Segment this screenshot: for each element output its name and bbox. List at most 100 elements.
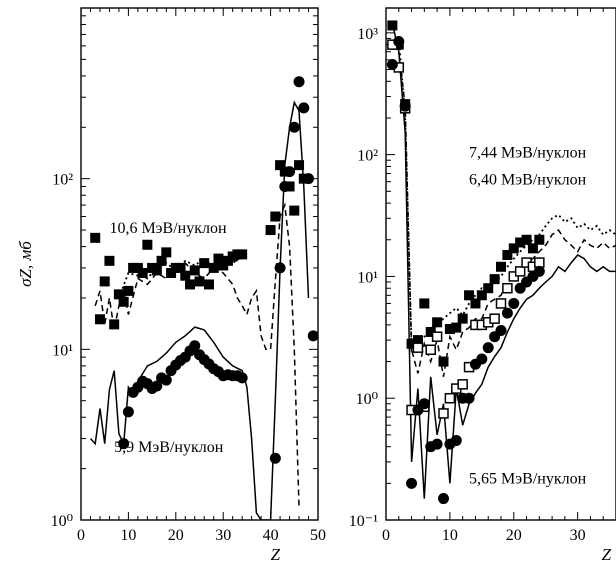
data-point-circle [463,392,475,404]
data-point-circle [122,406,134,418]
data-point-square [444,324,455,335]
data-point-square [387,20,398,31]
data-point-square [161,247,172,258]
data-point-square [90,232,101,243]
x-tick-label: 20 [168,527,184,544]
data-point-circle [189,340,201,352]
data-point-circle [236,372,248,384]
annotation: 5,9 МэВ/нуклон [114,439,224,456]
x-tick-label: 10 [120,527,136,544]
y-tick-label: 10² [357,148,378,165]
data-point-square [275,160,286,171]
x-tick-label: 0 [77,527,85,544]
y-tick-label: 10² [52,172,73,189]
data-point-circle [393,35,405,47]
data-point-square [123,285,134,296]
data-point-circle [307,330,318,342]
y-axis-title: σZ, мб [16,241,35,287]
data-point-square [270,211,281,222]
data-point-circle [274,262,286,274]
annotation-label: 10,6 МэВ/нуклон [109,220,227,237]
data-point-square [508,243,519,254]
data-point-square [412,335,423,346]
data-point-square [496,261,506,272]
data-point-square [189,265,200,276]
annotation-label: 5,65 МэВ/нуклон [469,470,587,487]
data-point-square [515,237,526,248]
data-point-square [534,234,545,245]
data-point-circle [476,353,488,365]
data-point-circle [482,342,494,354]
annotation-label: 7,44 МэВ/нуклон [469,144,587,161]
data-point-square [451,322,462,333]
series-line-solid [391,23,616,499]
data-point-square [438,356,449,367]
data-point-square [457,313,468,324]
data-point-square [156,255,167,266]
data-point-circle [406,477,418,489]
series-line-dotted [397,38,616,353]
data-point-circle [418,398,430,410]
data-point-open-square [495,298,507,309]
plot-area [89,76,318,520]
data-point-square [142,239,153,250]
data-point-square [113,289,124,300]
y-tick-label: 10³ [357,26,378,43]
data-point-square [237,249,248,260]
x-tick-label: 10 [442,527,458,544]
data-point-circle [495,324,507,336]
data-point-circle [533,265,545,277]
series-line-solid [89,100,310,520]
x-tick-label: 30 [570,527,586,544]
data-point-square [289,205,300,216]
data-point-square [151,265,162,276]
y-tick-label: 10¹ [357,269,378,286]
data-point-circle [438,493,449,505]
x-axis-title: Z [602,545,612,564]
data-point-square [104,255,115,266]
data-point-square [265,225,276,236]
data-point-open-square [514,266,526,277]
data-point-square [464,290,475,301]
data-point-square [109,319,120,330]
data-point-square [406,338,417,349]
data-point-square [294,160,305,171]
x-tick-label: 20 [506,527,522,544]
data-point-circle [508,297,520,309]
data-point-circle [269,452,281,464]
data-point-circle [501,307,513,319]
data-point-circle [386,58,398,70]
data-point-circle [284,166,296,178]
annotation: 5,65 МэВ/нуклон [469,470,587,487]
data-point-open-square [425,344,436,356]
data-point-circle [450,434,462,446]
data-point-open-square [438,408,449,419]
data-point-square [180,270,191,281]
annotation: 7,44 МэВ/нуклон [469,144,587,161]
data-point-circle [279,180,291,192]
x-tick-label: 40 [263,527,279,544]
data-point-open-square [457,379,468,390]
data-point-open-square [431,331,443,342]
data-point-square [194,276,205,287]
data-point-circle [399,100,411,112]
data-point-open-square [489,313,500,324]
data-point-circle [293,76,305,88]
data-point-square [99,276,110,287]
data-point-circle [118,438,130,450]
data-point-square [118,296,129,307]
data-point-square [166,268,177,279]
y-tick-label: 10⁻¹ [349,513,378,530]
data-point-square [185,279,196,290]
data-point-square [175,262,186,273]
data-point-square [208,262,219,273]
plot-area [386,20,616,505]
annotation-label: 5,9 МэВ/нуклон [114,439,224,456]
data-point-square [432,317,443,328]
data-point-open-square [534,257,545,268]
data-point-square [213,253,224,264]
chart-panel-2: 0 10 20 30 10⁻¹ 10⁰ 10¹ 10² 10³ Z 7,44 МэВ/нуклон 6… [349,7,616,564]
x-tick-label: 30 [215,527,231,544]
